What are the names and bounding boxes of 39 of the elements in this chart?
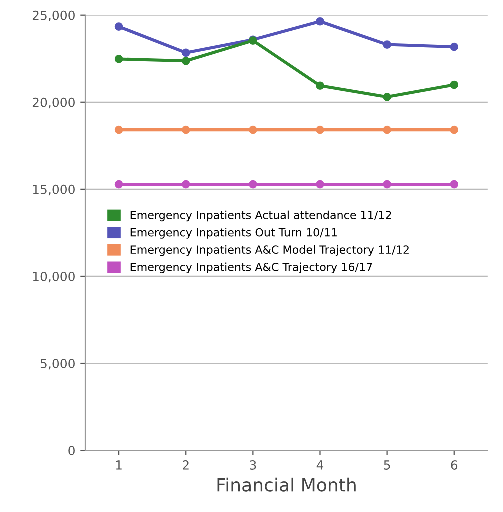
legend-label: Emergency Inpatients Actual attendance 11/12: [130, 210, 392, 222]
point: [383, 40, 392, 49]
x-tick-label: 3: [250, 460, 256, 470]
x-tick-label: 1: [116, 460, 122, 470]
point: [450, 180, 459, 189]
point: [182, 56, 190, 66]
point: [182, 126, 190, 134]
point: [383, 180, 392, 189]
point: [114, 55, 124, 64]
point: [249, 180, 258, 189]
point: [450, 80, 459, 90]
point: [182, 48, 190, 58]
point: [114, 22, 124, 32]
point: [114, 180, 124, 189]
x-tick-label: 6: [451, 460, 458, 470]
point: [450, 42, 459, 52]
point: [182, 180, 190, 189]
point: [249, 126, 258, 134]
y-tick-label: 20,000: [32, 98, 75, 109]
point: [316, 82, 324, 90]
legend-label: Emergency Inpatients Out Turn 10/11: [130, 228, 337, 239]
point: [316, 17, 324, 26]
point: [316, 180, 324, 189]
y-tick-label: 5,000: [40, 358, 75, 370]
x-tick-label: 4: [316, 460, 324, 470]
point: [383, 93, 392, 102]
y-tick-label: 10,000: [33, 272, 75, 283]
x-tick-label: 2: [183, 460, 189, 470]
y-tick-label: 0: [68, 446, 75, 456]
x-axis-title: Financial Month: [218, 478, 356, 492]
legend-label: Emergency Inpatients A&C Trajectory 16/17: [130, 262, 372, 274]
point: [316, 126, 324, 134]
y-tick-label: 25,000: [32, 10, 75, 22]
legend-label: Emergency Inpatients A&C Model Trajectory 11/12: [130, 245, 409, 256]
y-tick-label: 15,000: [33, 184, 75, 196]
point: [114, 126, 124, 134]
point: [450, 126, 459, 134]
point: [383, 126, 392, 134]
x-tick-label: 5: [384, 460, 390, 470]
